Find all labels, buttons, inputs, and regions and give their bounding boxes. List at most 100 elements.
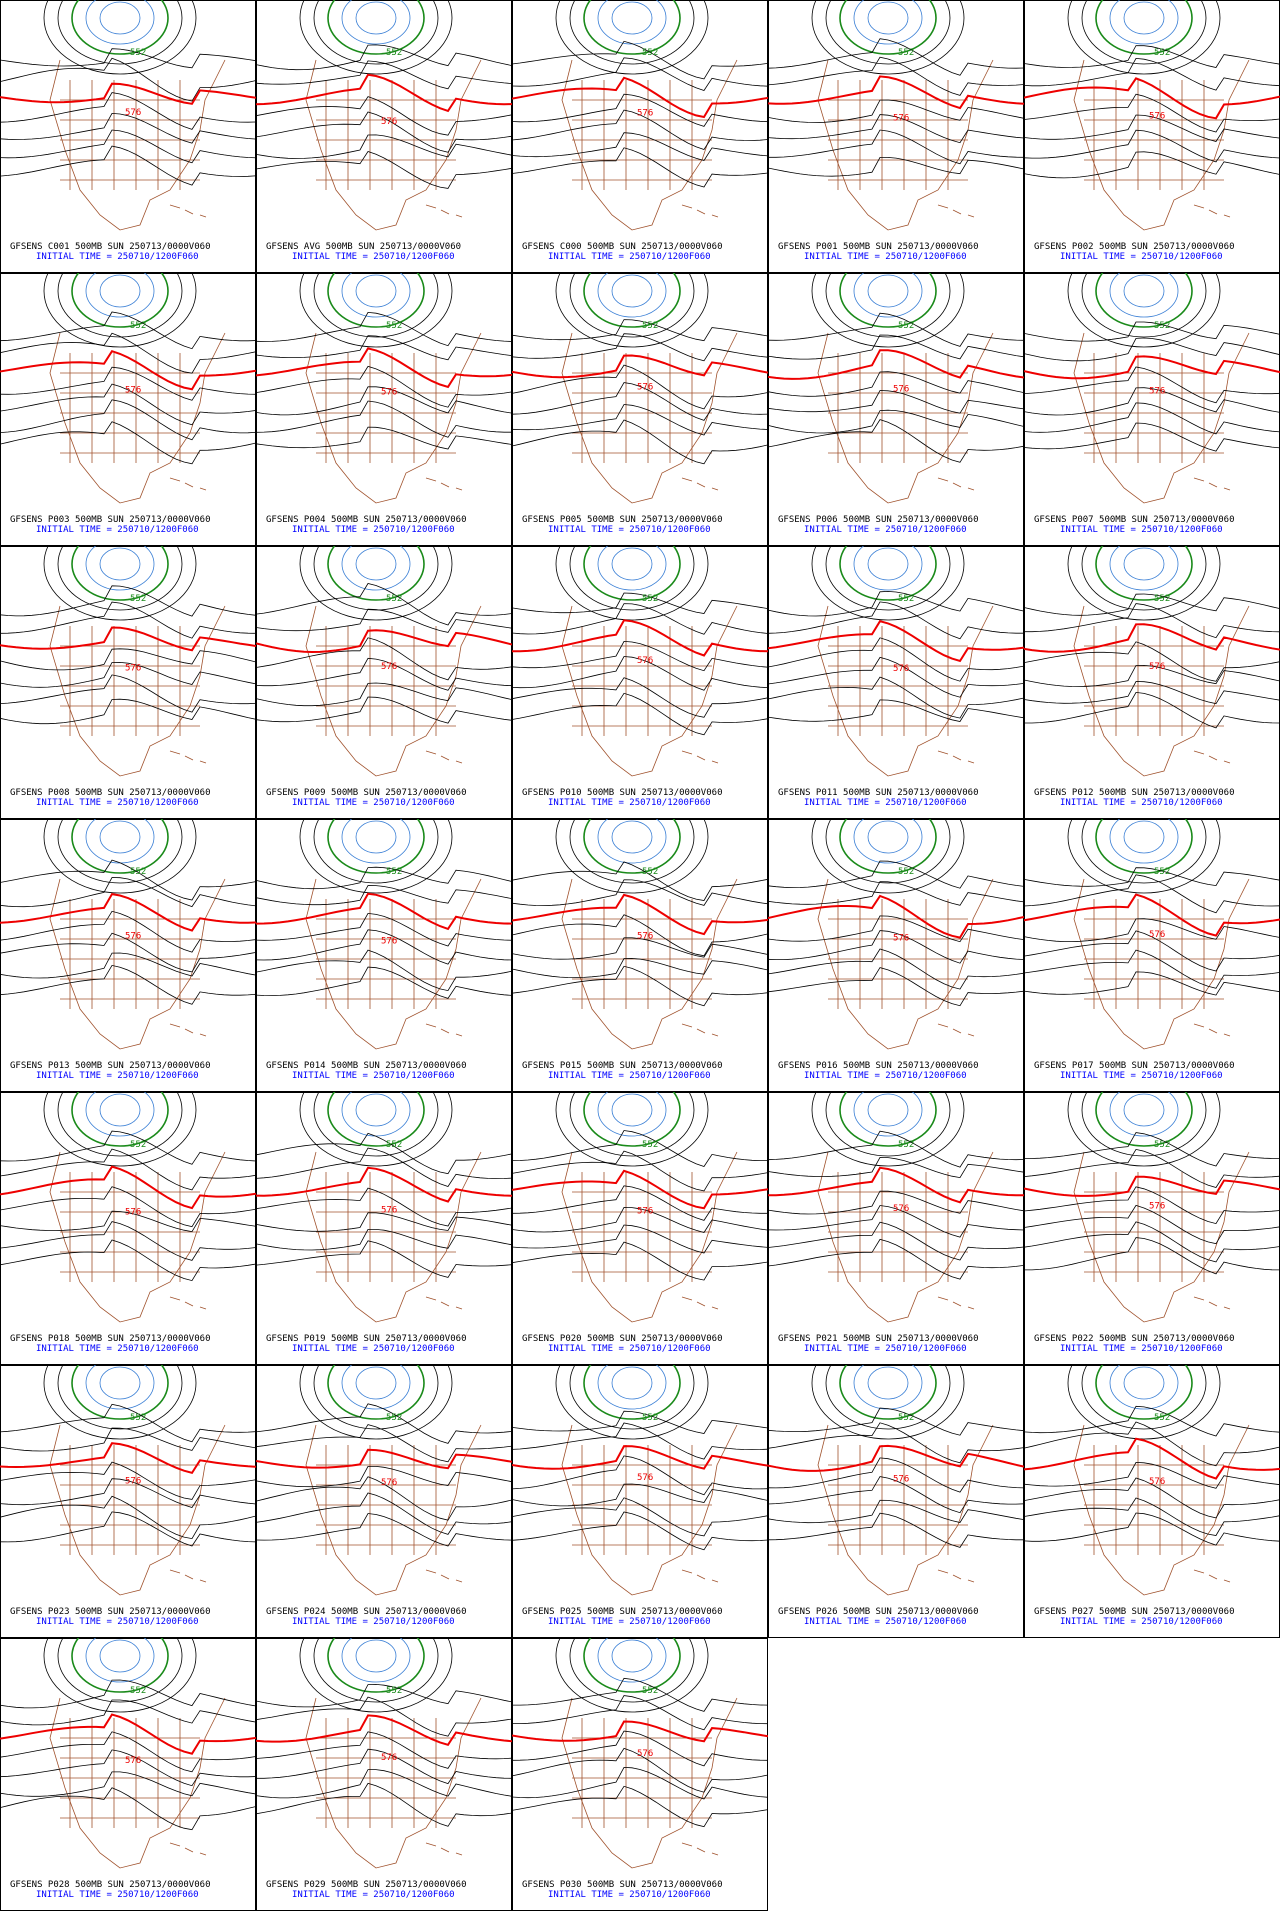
- height-contour: [768, 1190, 1024, 1215]
- contour-label: 576: [125, 1476, 141, 1486]
- basemap: [817, 1151, 994, 1323]
- height-contour: [768, 1156, 1024, 1179]
- contours: [1024, 1092, 1280, 1275]
- panel-title: GFSENS P020 500MB SUN 250713/0000V060: [522, 1334, 722, 1344]
- low-contour: [1109, 1365, 1179, 1410]
- height-contour: [1024, 366, 1280, 404]
- map-panel: 552 576 GFSENS P025 500MB SUN 250713/0000V…: [512, 1365, 768, 1638]
- contours: [0, 819, 256, 1005]
- height-contour: [0, 48, 256, 69]
- low-contour: [867, 274, 909, 308]
- height-contour: [0, 129, 256, 164]
- low-contour: [1067, 0, 1221, 75]
- panel-title: GFSENS P004 500MB SUN 250713/0000V060: [266, 515, 466, 525]
- panel-title: GFSENS P027 500MB SUN 250713/0000V060: [1034, 1607, 1234, 1617]
- low-contour: [355, 1639, 397, 1673]
- height-contour: [512, 879, 768, 907]
- height-contour: [256, 1683, 512, 1708]
- height-contour: [768, 1444, 1024, 1472]
- contours: [512, 273, 768, 465]
- height-contour: [256, 637, 512, 681]
- low-contour: [597, 1365, 667, 1410]
- height-contour: [256, 1147, 512, 1187]
- height-contour: [768, 699, 1024, 722]
- contours: [1024, 1365, 1280, 1546]
- height-contour: [512, 1206, 768, 1233]
- low-contour: [327, 1092, 425, 1147]
- height-contour: [1024, 874, 1280, 914]
- height-contour: [512, 1410, 768, 1434]
- islands: [681, 477, 719, 491]
- coastline: [817, 59, 994, 231]
- panel-border: [0, 1638, 256, 1911]
- height-contour: [768, 1422, 1024, 1464]
- initial-time: INITIAL TIME = 250710/1200F060: [548, 1617, 711, 1627]
- panel-title: GFSENS P002 500MB SUN 250713/0000V060: [1034, 242, 1234, 252]
- initial-time: INITIAL TIME = 250710/1200F060: [1060, 798, 1223, 808]
- height-contour: [1024, 603, 1280, 639]
- low-contour: [555, 273, 709, 348]
- map-panel: 552 576 GFSENS P005 500MB SUN 250713/0000V…: [512, 273, 768, 546]
- low-contour: [555, 1092, 709, 1167]
- map-panel: 552 576 GFSENS C001 500MB SUN 250713/0000V…: [0, 0, 256, 273]
- contours: [512, 1638, 768, 1828]
- height-contour: [256, 1782, 512, 1827]
- height-contour: [512, 1185, 768, 1221]
- height-contour: [1024, 1461, 1280, 1489]
- low-contour: [1081, 0, 1207, 65]
- low-contour: [1095, 1365, 1193, 1420]
- contours: [768, 1365, 1024, 1548]
- low-contour: [583, 1365, 681, 1420]
- coastline: [49, 1424, 226, 1596]
- low-contour: [43, 273, 197, 348]
- panel-border: [512, 1365, 768, 1638]
- panel-title: GFSENS P012 500MB SUN 250713/0000V060: [1034, 788, 1234, 798]
- islands: [169, 1569, 207, 1583]
- height-contour: [0, 1771, 256, 1797]
- contour-label: 576: [381, 117, 397, 127]
- contour-label: 552: [1154, 321, 1170, 331]
- contour-label: 576: [893, 1475, 909, 1485]
- height-contour: [256, 1229, 512, 1251]
- contour-label: 576: [637, 383, 653, 393]
- contours: [0, 1092, 256, 1282]
- height-contour: [768, 129, 1024, 165]
- height-contour: [512, 861, 768, 901]
- low-contour: [327, 0, 425, 55]
- basemap: [1073, 1424, 1250, 1596]
- panel-border: [768, 546, 1024, 819]
- height-contour: [256, 949, 512, 992]
- low-contour: [57, 1365, 183, 1430]
- contours: [512, 1365, 768, 1551]
- height-contour: [512, 937, 768, 960]
- initial-time: INITIAL TIME = 250710/1200F060: [804, 252, 967, 262]
- coastline: [561, 332, 738, 504]
- height-contour: [256, 1748, 512, 1785]
- low-contour: [99, 820, 141, 854]
- height-contour: [1024, 422, 1280, 452]
- islands: [681, 1569, 719, 1583]
- coastline: [817, 1151, 994, 1323]
- initial-time: INITIAL TIME = 250710/1200F060: [1060, 525, 1223, 535]
- height-contour: [256, 111, 512, 153]
- height-contour: [512, 592, 768, 614]
- height-contour: [256, 885, 512, 906]
- contours: [1024, 273, 1280, 452]
- height-contour: [0, 311, 256, 350]
- initial-time: INITIAL TIME = 250710/1200F060: [1060, 1071, 1223, 1081]
- height-contour: [768, 334, 1024, 360]
- height-contour: [0, 57, 256, 102]
- coastline: [561, 59, 738, 231]
- low-contour: [555, 0, 709, 75]
- height-contour: [512, 619, 768, 657]
- height-contour: [768, 419, 1024, 463]
- panel-border: [0, 0, 256, 273]
- contour-label: 552: [130, 1413, 146, 1423]
- height-contour: [1024, 57, 1280, 91]
- panel-title: GFSENS P011 500MB SUN 250713/0000V060: [778, 788, 978, 798]
- height-contour: [512, 957, 768, 979]
- basemap: [817, 1424, 994, 1596]
- height-contour: [256, 134, 512, 159]
- low-contour: [355, 1366, 397, 1400]
- contour-label: 576: [637, 1207, 653, 1217]
